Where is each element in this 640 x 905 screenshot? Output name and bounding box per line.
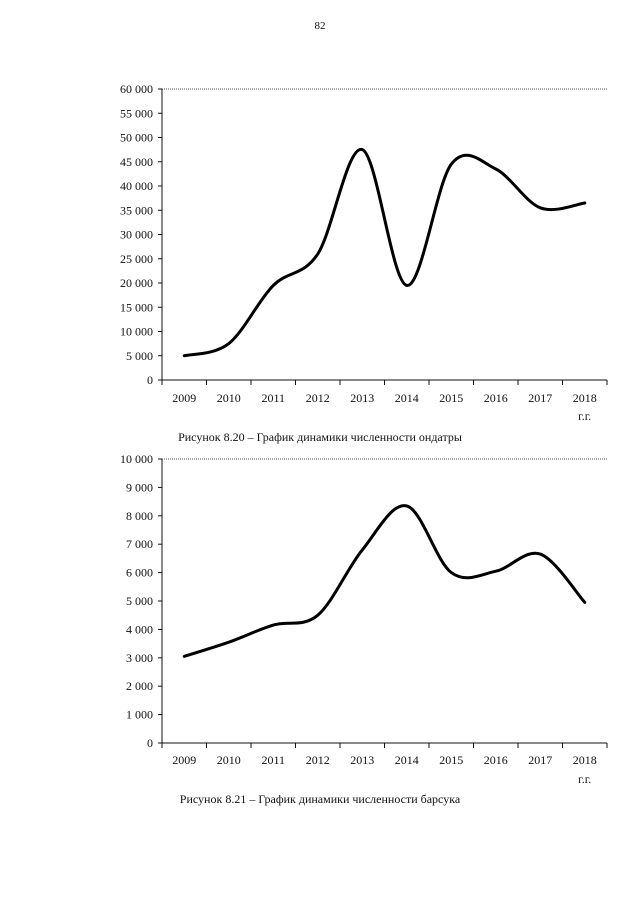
x-tick-label: 2010 xyxy=(217,753,241,767)
y-tick-label: 60 000 xyxy=(120,82,153,96)
y-tick-label: 0 xyxy=(147,736,153,750)
x-tick-label: 2016 xyxy=(484,753,508,767)
x-tick-label: 2009 xyxy=(172,391,196,405)
x-tick-label: 2009 xyxy=(172,753,196,767)
y-tick-label: 45 000 xyxy=(120,155,153,169)
x-tick-label: 2018 xyxy=(573,753,597,767)
x-tick-label: 2010 xyxy=(217,391,241,405)
y-tick-label: 25 000 xyxy=(120,252,153,266)
y-tick-label: 5 000 xyxy=(126,349,153,363)
y-tick-label: 50 000 xyxy=(120,131,153,145)
badger-chart-caption: Рисунок 8.21 – График динамики численнос… xyxy=(179,792,461,806)
y-tick-label: 0 xyxy=(147,373,153,387)
y-tick-label: 35 000 xyxy=(120,203,153,217)
y-tick-label: 7 000 xyxy=(126,537,153,551)
muskrat-chart-caption: Рисунок 8.20 – График динамики численнос… xyxy=(178,430,462,444)
x-tick-label: 2012 xyxy=(306,391,330,405)
badger-chart-svg: 0 1 000 2 000 3 000 4 000 5 000 6 000 7 000 8 00… xyxy=(120,452,608,786)
y-tick-label: 55 000 xyxy=(120,106,153,120)
x-tick-label: 2012 xyxy=(306,753,330,767)
y-tick-label: 10 000 xyxy=(120,325,153,339)
x-tick-label: 2014 xyxy=(395,391,419,405)
y-tick-label: 2 000 xyxy=(126,679,153,693)
y-tick-label: 10 000 xyxy=(120,452,153,466)
series-line xyxy=(182,148,587,358)
x-tick-label: 2014 xyxy=(395,753,419,767)
y-tick-label: 6 000 xyxy=(126,566,153,580)
y-tick-label: 4 000 xyxy=(126,622,153,636)
y-tick-label: 15 000 xyxy=(120,300,153,314)
x-unit-label: г.г. xyxy=(578,409,591,423)
muskrat-chart-svg: 0 5 000 10 000 15 000 20 000 25 000 30 000 35 0… xyxy=(120,82,608,423)
y-tick-label: 9 000 xyxy=(126,480,153,494)
page-number: 82 xyxy=(314,20,326,32)
y-tick-label: 40 000 xyxy=(120,179,153,193)
x-tick-label: 2017 xyxy=(528,753,552,767)
y-tick-label: 8 000 xyxy=(126,509,153,523)
y-tick-label: 3 000 xyxy=(126,651,153,665)
x-tick-label: 2013 xyxy=(350,391,374,405)
x-tick-label: 2013 xyxy=(350,753,374,767)
muskrat-chart: 0 5 000 10 000 15 000 20 000 25 000 30 000 35 0… xyxy=(0,70,640,430)
x-tick-label: 2011 xyxy=(261,391,285,405)
x-tick-label: 2016 xyxy=(484,391,508,405)
series-line xyxy=(182,504,587,658)
x-tick-label: 2015 xyxy=(439,753,463,767)
x-unit-label: г.г. xyxy=(578,772,591,786)
x-tick-label: 2017 xyxy=(528,391,552,405)
y-tick-label: 5 000 xyxy=(126,594,153,608)
y-tick-label: 30 000 xyxy=(120,228,153,242)
badger-chart: 0 1 000 2 000 3 000 4 000 5 000 6 000 7 000 8 00… xyxy=(0,445,640,795)
y-tick-label: 20 000 xyxy=(120,276,153,290)
x-tick-label: 2011 xyxy=(261,753,285,767)
y-tick-label: 1 000 xyxy=(126,708,153,722)
x-tick-label: 2015 xyxy=(439,391,463,405)
x-tick-label: 2018 xyxy=(573,391,597,405)
